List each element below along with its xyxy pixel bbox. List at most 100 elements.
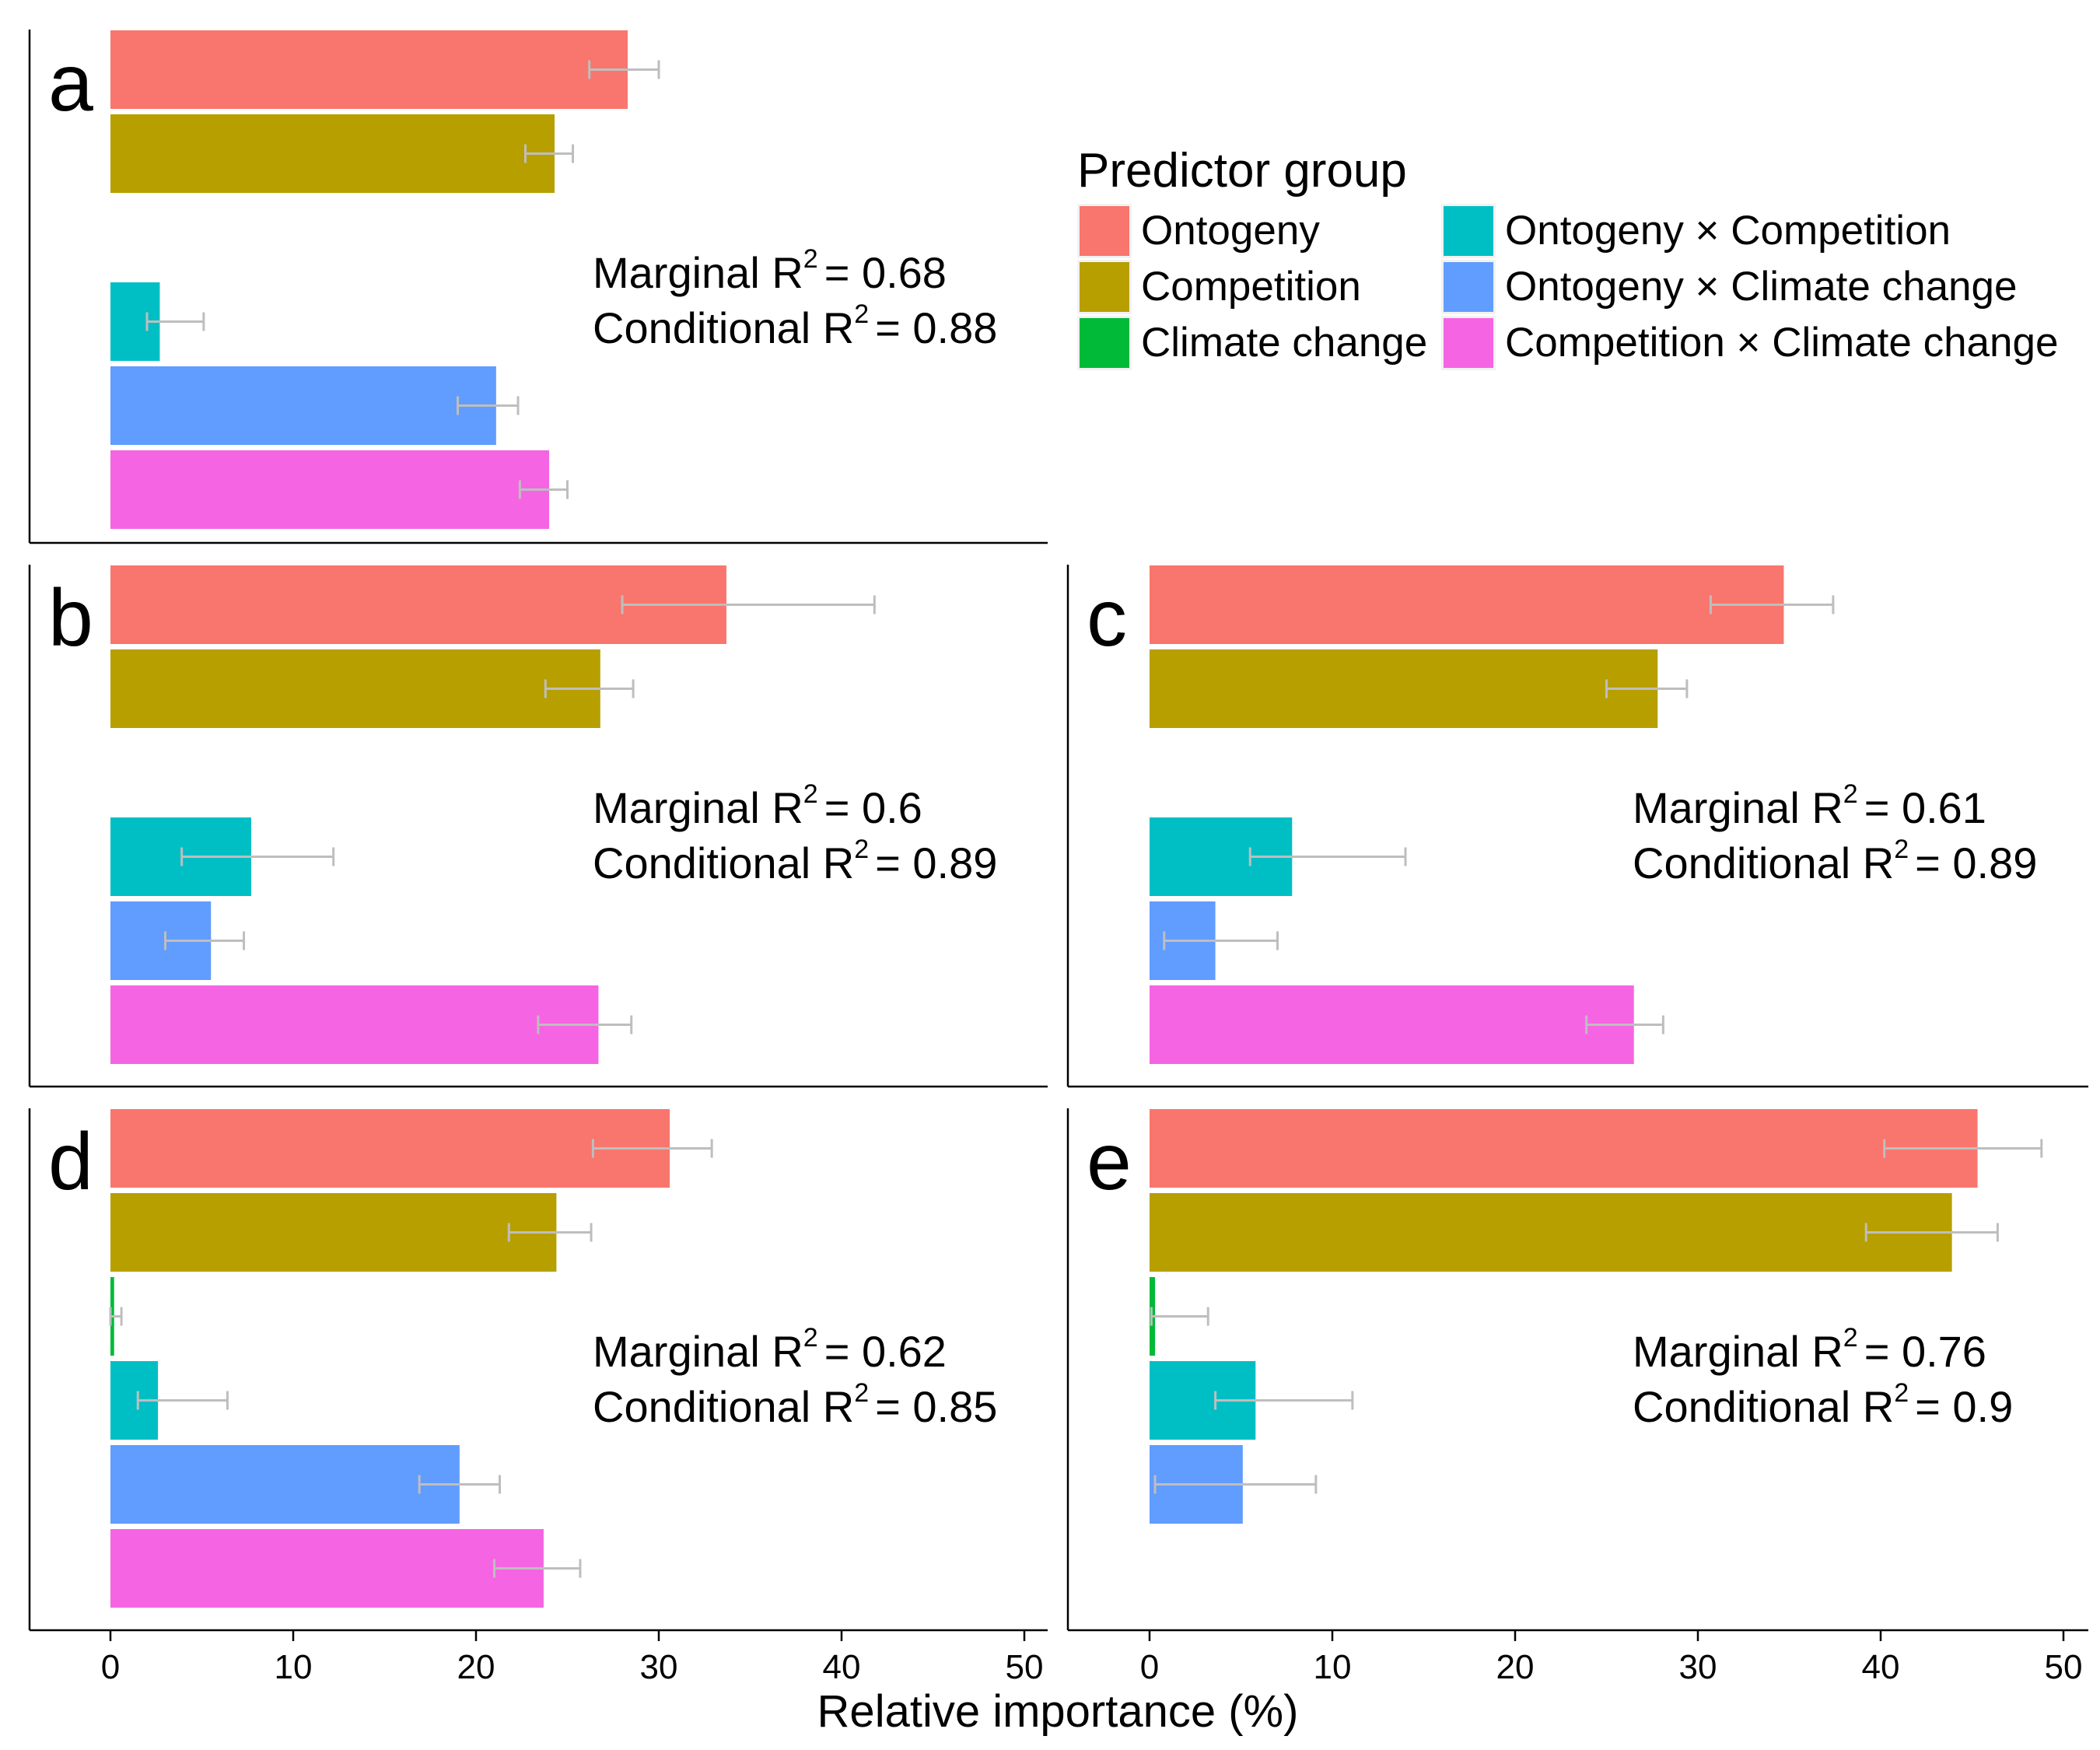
bar-ontogeny-climate-change	[110, 1445, 460, 1524]
x-axis-group: 0 10 20 30 40 50 0 10 20 30 40 50	[101, 1630, 2083, 1686]
x-axis-right: 0 10 20 30 40 50	[1140, 1630, 2083, 1686]
x-tick-label: 50	[2045, 1648, 2083, 1686]
conditional-r2: Conditional R2 = 0.85	[593, 1378, 997, 1431]
legend-items: Ontogeny Competition Climate change Ontogen…	[1077, 204, 2058, 370]
error-bar	[457, 396, 520, 415]
error-bar	[507, 1223, 593, 1242]
bar-competition-climate-change	[1150, 985, 1634, 1064]
bar-competition	[110, 114, 555, 193]
error-bar	[136, 1391, 229, 1410]
error-bar	[1709, 595, 1835, 614]
x-tick-label: 20	[1496, 1648, 1535, 1686]
legend-label: Competition	[1141, 264, 1361, 310]
x-tick-label: 10	[1314, 1648, 1352, 1686]
bar-competition	[110, 649, 600, 728]
conditional-r2: Conditional R2 = 0.89	[1633, 835, 2037, 887]
x-tick-label: 30	[1679, 1648, 1717, 1686]
conditional-r2: Conditional R2 = 0.88	[593, 299, 997, 352]
marginal-r2: Marginal R2 = 0.62	[593, 1323, 947, 1376]
legend-item: Ontogeny	[1077, 204, 1320, 258]
legend-swatch	[1080, 206, 1129, 256]
error-bar	[1248, 847, 1407, 866]
error-bar	[109, 1307, 123, 1326]
error-bar	[1585, 1015, 1664, 1034]
bar-competition-climate-change	[110, 985, 599, 1064]
legend-label: Ontogeny × Competition	[1505, 208, 1951, 254]
x-tick-label: 50	[1006, 1648, 1044, 1686]
x-tick-label: 30	[640, 1648, 678, 1686]
error-bar	[621, 595, 876, 614]
bar-competition-climate-change	[110, 450, 549, 529]
error-bar	[591, 1139, 713, 1158]
legend-swatch	[1444, 318, 1493, 368]
bar-ontogeny	[1150, 565, 1784, 644]
legend-title: Predictor group	[1077, 144, 1407, 198]
marginal-r2: Marginal R2 = 0.6	[593, 779, 922, 832]
error-bar	[1883, 1139, 2043, 1158]
bar-competition	[110, 1193, 557, 1272]
bar-ontogeny-climate-change	[110, 366, 496, 445]
bar-competition	[1150, 649, 1658, 728]
legend-swatch	[1444, 262, 1493, 312]
x-tick-label: 40	[1862, 1648, 1900, 1686]
error-bar	[537, 1015, 633, 1034]
bar-ontogeny	[1150, 1109, 1978, 1188]
conditional-r2: Conditional R2 = 0.89	[593, 835, 997, 887]
x-tick-label: 10	[275, 1648, 313, 1686]
bar-ontogeny	[110, 1109, 670, 1188]
legend-label: Ontogeny	[1141, 208, 1320, 254]
error-bar	[145, 312, 205, 331]
legend-swatch	[1080, 318, 1129, 368]
error-bar	[164, 931, 246, 950]
error-bar	[518, 480, 569, 499]
error-bar	[1605, 679, 1689, 698]
marginal-r2: Marginal R2 = 0.68	[593, 244, 947, 297]
legend-item: Ontogeny × Competition	[1441, 204, 1951, 258]
error-bar	[1150, 1307, 1209, 1326]
conditional-r2: Conditional R2 = 0.9	[1633, 1378, 2013, 1431]
bar-competition-climate-change	[110, 1529, 544, 1608]
error-bar	[1214, 1391, 1354, 1410]
error-bar	[180, 847, 335, 866]
legend-label: Climate change	[1141, 320, 1427, 366]
legend-swatch	[1444, 206, 1493, 256]
error-bar	[588, 60, 660, 79]
error-bar	[418, 1475, 502, 1494]
marginal-r2: Marginal R2 = 0.76	[1633, 1323, 1986, 1376]
panel-letter: c	[1087, 573, 1127, 663]
legend-swatch	[1080, 262, 1129, 312]
x-tick-label: 0	[101, 1648, 120, 1686]
error-bar	[544, 679, 635, 698]
panel-frame	[28, 1108, 1048, 1632]
error-bar	[1153, 1475, 1318, 1494]
marginal-r2: Marginal R2 = 0.61	[1633, 779, 1986, 832]
panel-frame	[28, 30, 1048, 544]
x-axis-left: 0 10 20 30 40 50	[101, 1630, 1044, 1686]
error-bar	[1163, 931, 1279, 950]
error-bar	[523, 144, 575, 163]
x-tick-label: 20	[457, 1648, 495, 1686]
panel-frame	[1066, 565, 2088, 1088]
legend-item: Ontogeny × Climate change	[1441, 260, 2018, 314]
x-tick-label: 0	[1140, 1648, 1159, 1686]
error-bar	[1864, 1223, 1999, 1242]
bar-ontogeny	[110, 30, 628, 109]
legend: Predictor group Ontogeny Competition Clima…	[1077, 144, 2058, 370]
legend-label: Ontogeny × Climate change	[1505, 264, 2018, 310]
panel-letter: a	[48, 38, 93, 128]
error-bar	[493, 1559, 582, 1578]
legend-label: Competition × Climate change	[1505, 320, 2058, 366]
bar-competition	[1150, 1193, 1952, 1272]
x-tick-label: 40	[823, 1648, 861, 1686]
legend-item: Climate change	[1077, 316, 1427, 370]
x-axis-title: Relative importance (%)	[817, 1686, 1299, 1737]
panel-frame	[1066, 1108, 2088, 1632]
panel-frame	[28, 565, 1048, 1088]
